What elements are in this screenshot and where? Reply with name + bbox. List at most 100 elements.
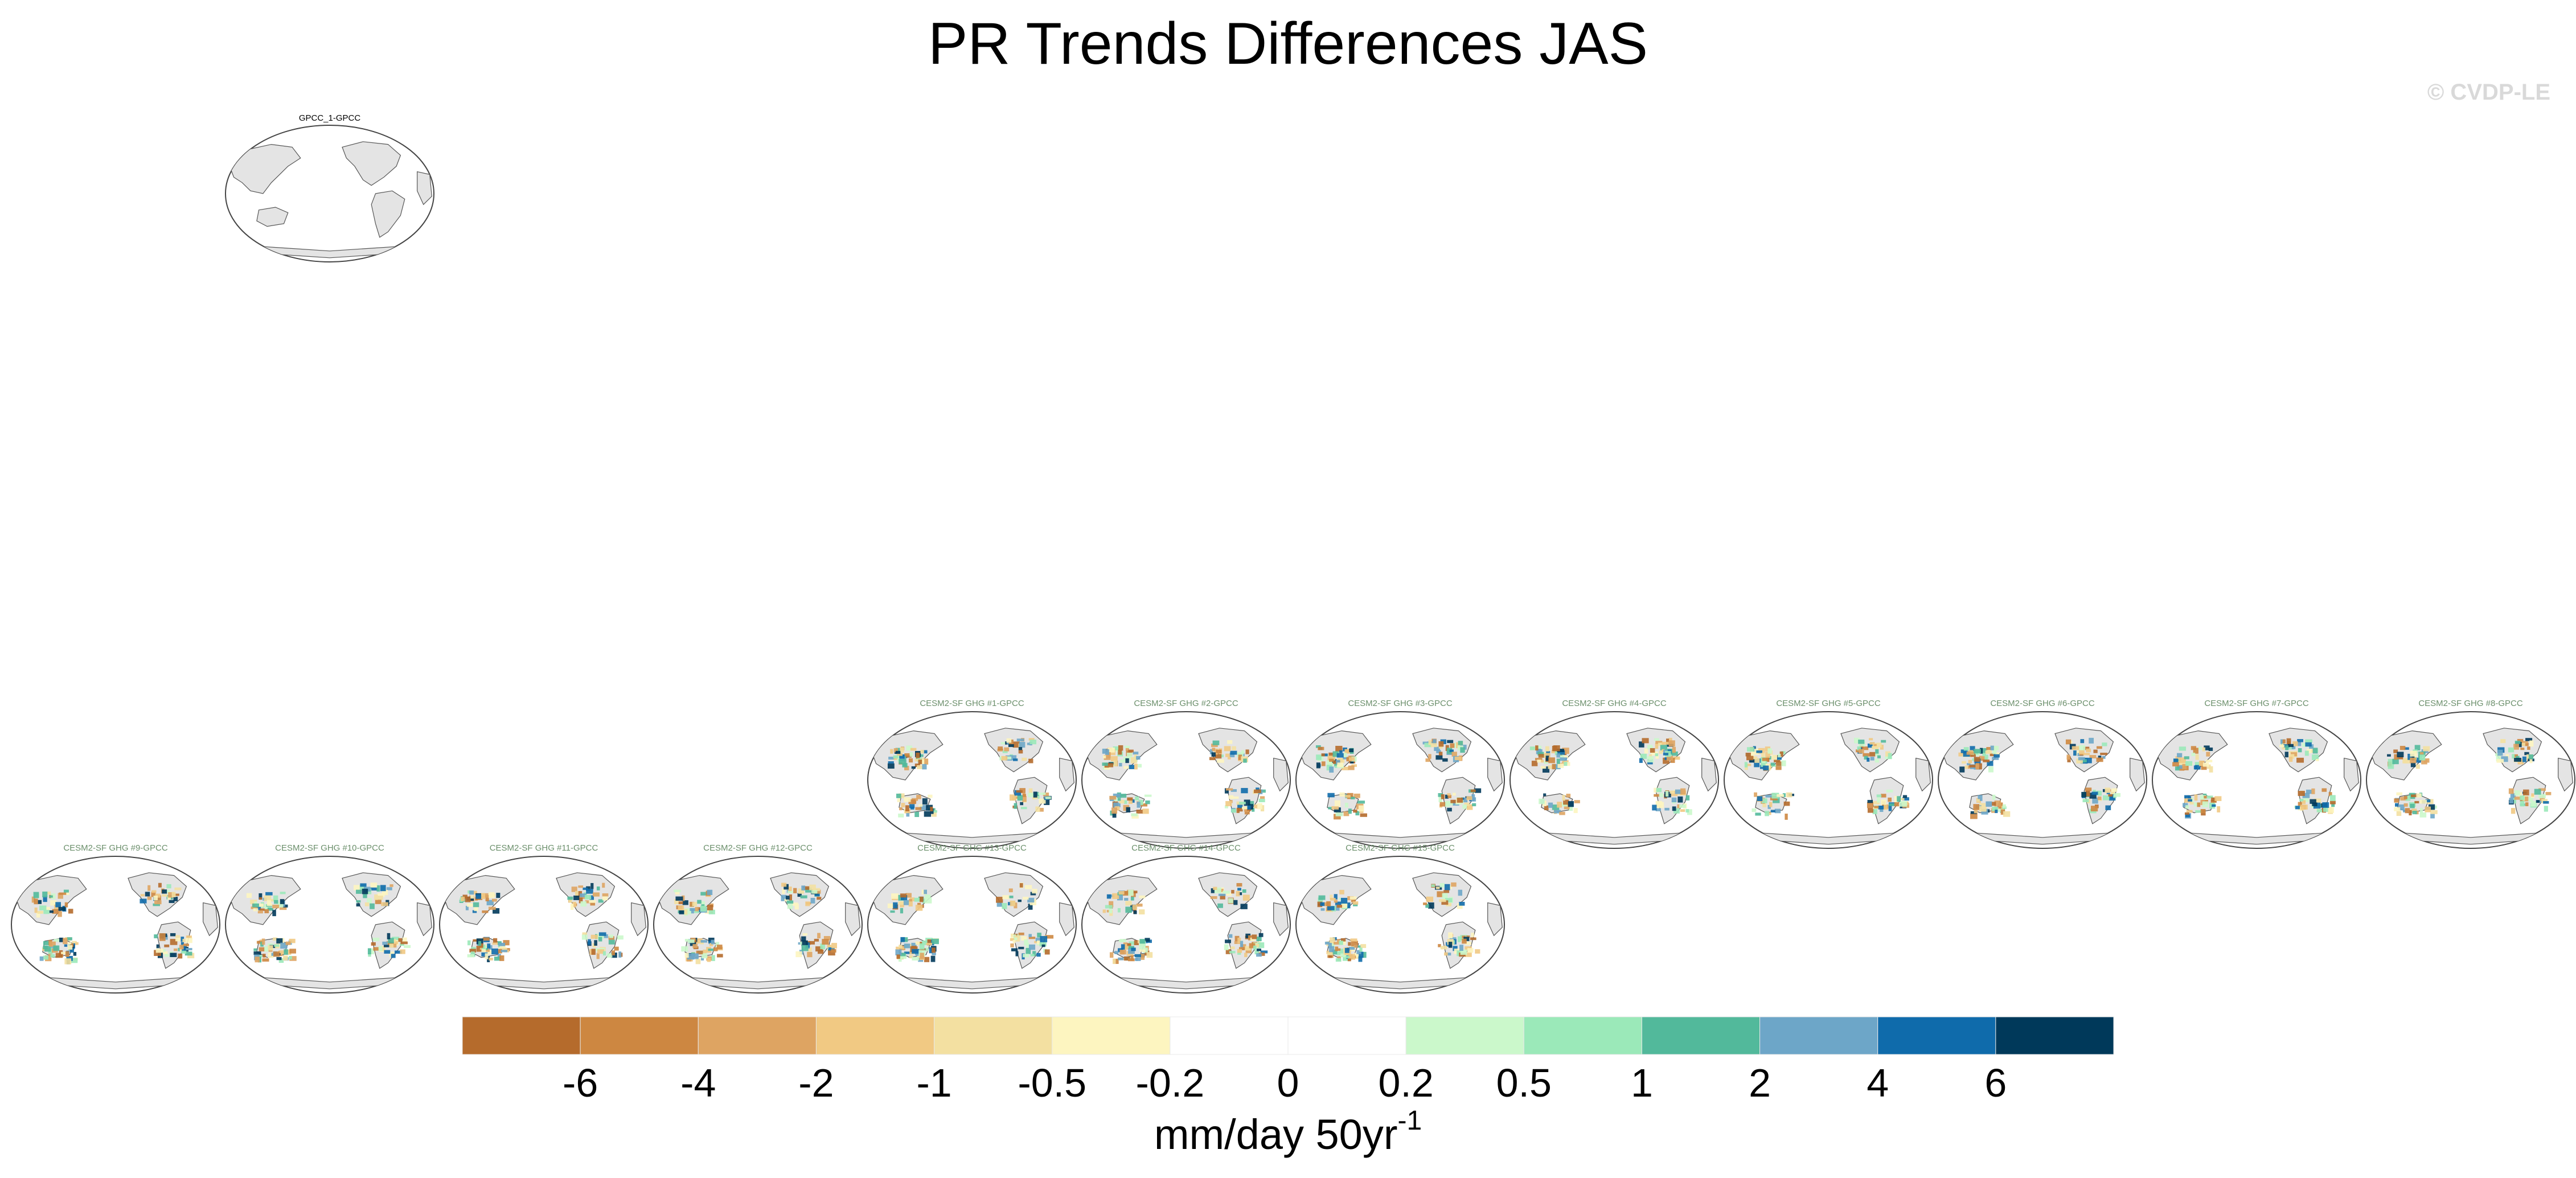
trend-cell <box>588 939 591 945</box>
trend-cell <box>1771 754 1777 760</box>
panel-title: CESM2-SF GHG #3-GPCC <box>1348 699 1453 708</box>
trend-cell <box>2173 758 2179 763</box>
trend-cell <box>1439 899 1446 902</box>
trend-cell <box>71 945 75 950</box>
trend-cell <box>1224 805 1229 808</box>
colorbar-tick-label: -1 <box>916 1061 951 1105</box>
trend-cell <box>1258 798 1265 802</box>
trend-cell <box>2515 741 2521 744</box>
map-panel: CESM2-SF GHG #8-GPCC <box>2366 699 2575 849</box>
map-panel: CESM2-SF GHG #5-GPCC <box>1724 699 1933 849</box>
trend-cell <box>1763 765 1769 771</box>
trend-cell <box>1118 890 1125 895</box>
trend-cell <box>914 758 922 762</box>
trend-cell <box>170 939 178 945</box>
trend-cell <box>1023 954 1029 958</box>
trend-cell <box>55 902 61 908</box>
trend-cell <box>1218 893 1226 896</box>
trend-cell <box>2194 762 2201 766</box>
trend-cell <box>272 910 276 917</box>
trend-cell <box>2105 805 2111 810</box>
trend-cell <box>2295 806 2300 810</box>
trend-cell <box>1016 738 1024 742</box>
trend-cell <box>49 895 53 898</box>
trend-field <box>1102 883 1268 964</box>
trend-cell <box>1970 753 1976 757</box>
trend-cell <box>370 883 378 888</box>
trend-cell <box>2511 808 2516 814</box>
colorbar-box <box>1641 1016 1761 1055</box>
trend-cell <box>1352 903 1358 906</box>
trend-cell <box>1458 889 1463 896</box>
trend-cell <box>1107 747 1115 753</box>
trend-cell <box>268 953 274 958</box>
trend-cell <box>704 908 711 914</box>
trend-cell <box>400 943 404 946</box>
trend-cell <box>71 958 78 963</box>
trend-cell <box>1113 746 1120 750</box>
trend-cell <box>2501 756 2508 762</box>
trend-cell <box>1460 949 1467 955</box>
trend-cell <box>590 934 598 939</box>
panel-title: CESM2-SF GHG #10-GPCC <box>275 843 384 853</box>
trend-cell <box>485 950 492 954</box>
trend-field <box>1958 737 2121 819</box>
trend-cell <box>475 894 482 899</box>
trend-cell <box>1544 761 1548 764</box>
trend-cell <box>1639 758 1643 763</box>
trend-cell <box>1564 762 1570 766</box>
trend-cell <box>487 943 491 949</box>
trend-cell <box>276 957 282 961</box>
trend-cell <box>1117 908 1121 913</box>
trend-cell <box>1022 757 1027 761</box>
trend-cell <box>798 888 805 894</box>
trend-cell <box>473 902 479 908</box>
colorbar-tick-label: -0.5 <box>1018 1061 1086 1105</box>
trend-cell <box>2303 798 2309 802</box>
panel-title: CESM2-SF GHG #11-GPCC <box>490 843 598 853</box>
trend-cell <box>39 905 47 910</box>
trend-cell <box>1244 799 1250 806</box>
trend-cell <box>1022 796 1027 802</box>
trend-cell <box>1028 738 1035 741</box>
trend-cell <box>820 943 826 950</box>
trend-cell <box>257 955 262 958</box>
trend-cell <box>2102 742 2107 746</box>
continent-shape <box>417 902 432 937</box>
trend-cell <box>50 954 55 958</box>
trend-cell <box>162 949 166 952</box>
trend-cell <box>368 953 371 957</box>
trend-cell <box>1019 883 1023 888</box>
colorbar-box <box>1405 1016 1524 1055</box>
trend-cell <box>2397 752 2404 757</box>
trend-cell <box>1445 794 1449 799</box>
trend-cell <box>998 746 1003 750</box>
trend-cell <box>1223 890 1230 894</box>
trend-cell <box>1976 763 1982 770</box>
continent-shape <box>371 190 405 238</box>
trend-cell <box>899 754 905 759</box>
trend-cell <box>2113 793 2121 797</box>
trend-cell <box>887 903 895 909</box>
trend-cell <box>1979 806 1987 812</box>
map-content <box>871 728 1074 845</box>
trend-cell <box>1765 752 1770 758</box>
trend-cell <box>1458 741 1463 745</box>
trend-cell <box>1231 808 1237 813</box>
trend-cell <box>1959 766 1965 773</box>
trend-cell <box>1111 807 1118 814</box>
trend-cell <box>1535 758 1543 761</box>
trend-cell <box>1046 935 1054 939</box>
trend-cell <box>388 938 394 943</box>
trend-cell <box>1544 753 1550 758</box>
trend-cell <box>1979 756 1986 760</box>
trend-cell <box>1436 750 1441 754</box>
trend-cell <box>2298 807 2302 811</box>
trend-cell <box>918 804 923 807</box>
trend-cell <box>1335 946 1339 951</box>
trend-cell <box>1340 953 1347 958</box>
trend-cell <box>919 943 925 950</box>
trend-cell <box>904 951 911 954</box>
trend-cell <box>2403 747 2409 750</box>
trend-cell <box>1215 753 1222 759</box>
